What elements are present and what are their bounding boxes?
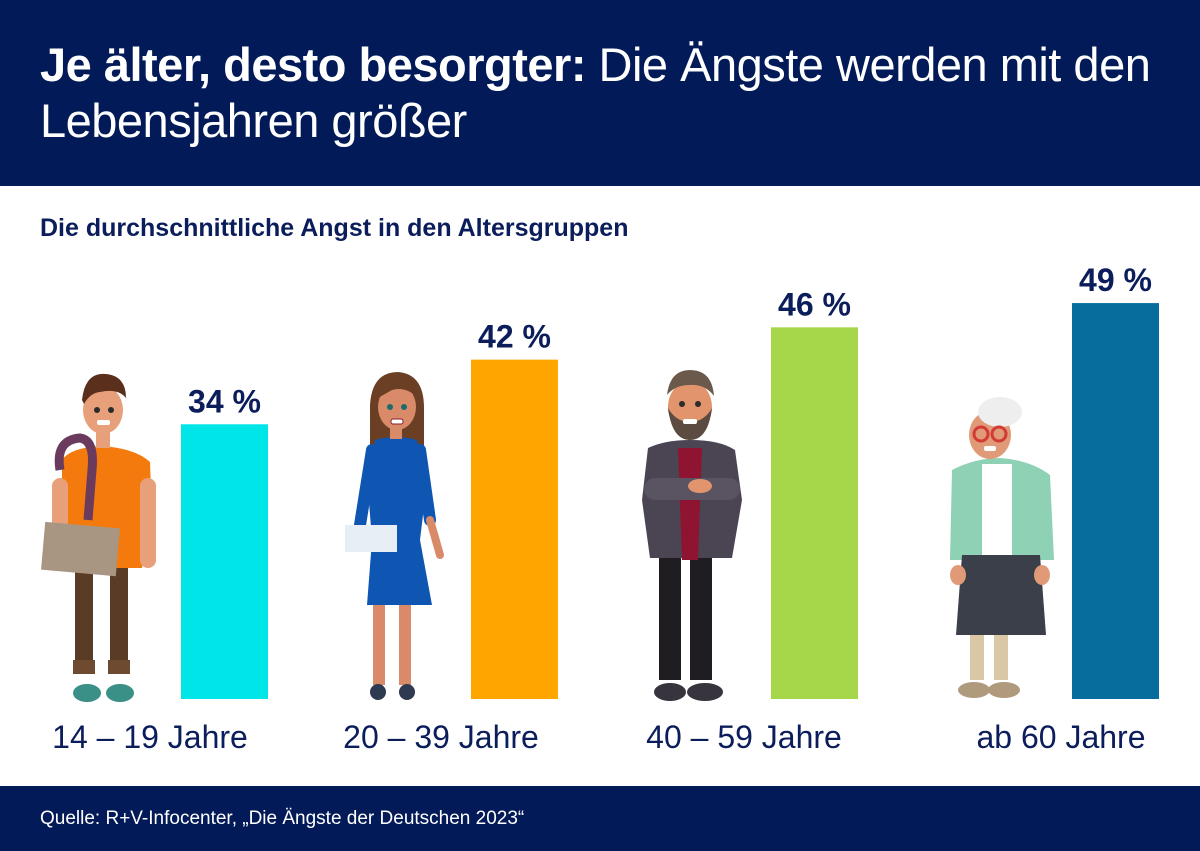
category-label-2: 20 – 39 Jahre: [343, 719, 539, 755]
bar-1: [181, 424, 268, 699]
page-title: Je älter, desto besorgter: Die Ängste we…: [40, 37, 1160, 149]
value-label-4: 49 %: [1079, 262, 1152, 298]
value-label-2: 42 %: [478, 319, 551, 355]
category-label-1: 14 – 19 Jahre: [52, 719, 248, 755]
value-label-1: 34 %: [188, 383, 261, 419]
middle-aged-man-figure: [642, 370, 742, 701]
bar-2: [471, 359, 558, 699]
value-labels-group: 34 % 42 % 46 % 49 %: [188, 262, 1152, 419]
senior-woman-figure: [950, 397, 1054, 698]
footer-banner: Quelle: R+V-Infocenter, „Die Ängste der …: [0, 786, 1200, 851]
category-label-4: ab 60 Jahre: [976, 719, 1145, 755]
young-woman-figure: [345, 372, 444, 700]
bar-4: [1072, 303, 1159, 699]
value-label-3: 46 %: [778, 286, 851, 322]
category-label-3: 40 – 59 Jahre: [646, 719, 842, 755]
chart-subtitle: Die durchschnittliche Angst in den Alter…: [40, 214, 629, 242]
title-bold: Je älter, desto besorgter:: [40, 38, 586, 91]
category-labels-group: 14 – 19 Jahre 20 – 39 Jahre 40 – 59 Jahre a…: [52, 719, 1145, 755]
source-note: Quelle: R+V-Infocenter, „Die Ängste der …: [40, 808, 525, 829]
header-banner: Je älter, desto besorgter: Die Ängste we…: [0, 0, 1200, 186]
bars-group: [181, 303, 1159, 699]
title-rest: Die Ängste werden mit den Lebensjahren g…: [40, 38, 1151, 147]
bar-3: [771, 327, 858, 699]
teenager-figure: [41, 373, 156, 702]
